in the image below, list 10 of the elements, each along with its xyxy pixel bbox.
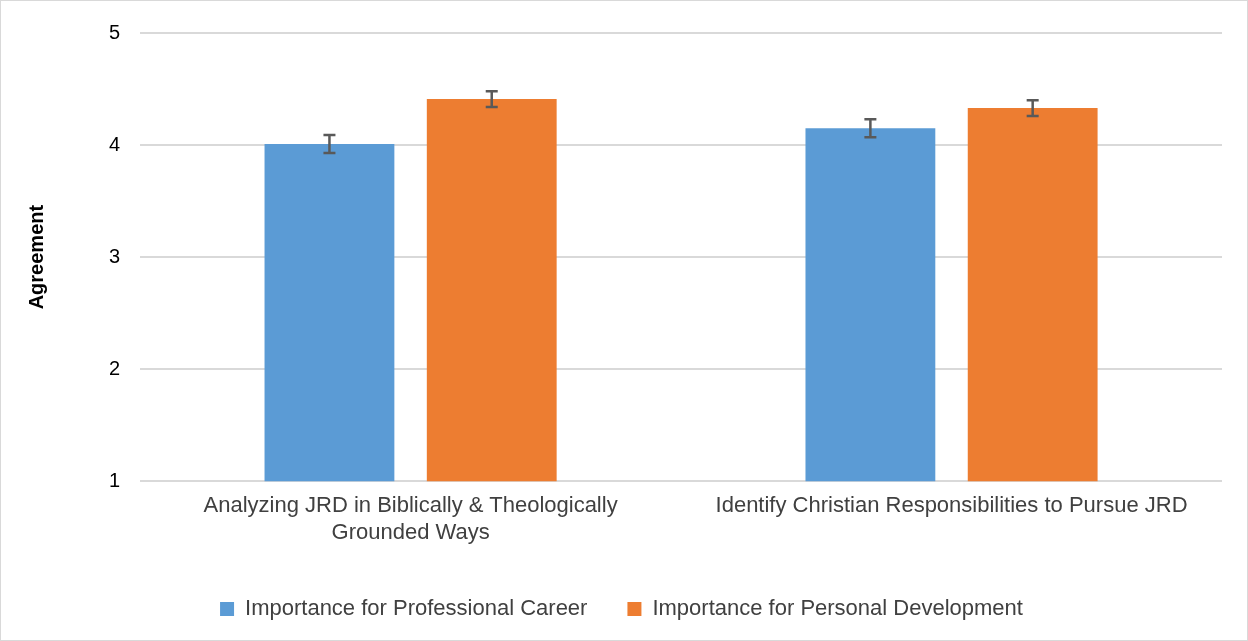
y-tick-label: 3 [109, 244, 121, 267]
x-tick-label: Identify Christian Responsibilities to Pursue JRD [715, 492, 1188, 518]
y-tick-label: 4 [109, 132, 121, 155]
y-tick-label: 1 [109, 468, 121, 491]
x-tick-label: Analyzing JRD in Biblically & Theologically Grounded Ways [203, 492, 618, 544]
y-axis-title: Agreement [24, 204, 47, 310]
y-tick-label: 2 [109, 356, 121, 379]
legend-label: Importance for Professional Career [245, 595, 588, 621]
y-tick-label: 5 [109, 20, 121, 43]
legend-label: Importance for Personal Development [652, 595, 1023, 621]
